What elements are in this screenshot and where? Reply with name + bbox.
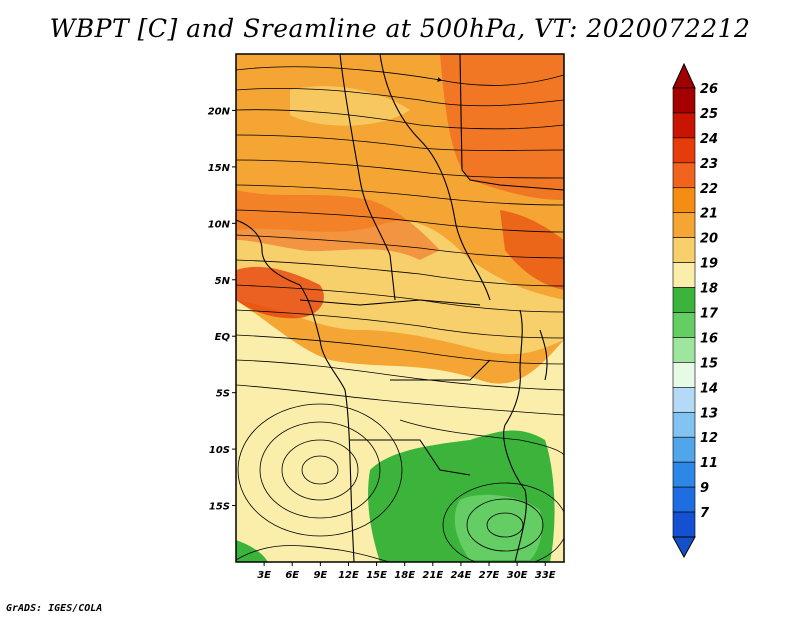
lat-tick-label: 10S: [209, 445, 230, 456]
lat-tick-label: EQ: [215, 332, 231, 343]
colorbar: 26 25 24 23 22 21 20 19 18 17 16 15 14 13 12 11 9 7: [672, 62, 719, 559]
colorbar-label: 20: [700, 232, 718, 247]
lat-tick-label: 15N: [208, 163, 231, 174]
lon-tick-label: 30E: [507, 570, 528, 581]
lat-tick-label: 15S: [209, 502, 230, 513]
colorbar-label: 9: [700, 481, 709, 496]
colorbar-swatch: [672, 511, 696, 538]
colorbar-label: 7: [700, 506, 710, 521]
map-area: [236, 54, 564, 562]
shade-20: [236, 220, 564, 355]
colorbar-swatch: [672, 212, 696, 238]
colorbar-label: 15: [700, 356, 718, 371]
colorbar-swatch: [672, 387, 696, 413]
shade-23-northeast: [440, 54, 564, 200]
colorbar-swatch: [672, 362, 696, 388]
colorbar-swatch: [672, 312, 696, 338]
colorbar-label: 25: [700, 107, 718, 122]
lat-tick-label: 5N: [215, 276, 231, 287]
lon-tick-label: 6E: [285, 570, 299, 581]
colorbar-label: 11: [700, 456, 718, 471]
colorbar-label: 22: [700, 182, 718, 197]
colorbar-label: 24: [700, 132, 718, 147]
colorbar-bottom-arrow: [672, 536, 696, 559]
colorbar-label: 18: [700, 282, 718, 297]
lon-tick-label: 3E: [257, 570, 271, 581]
lat-tick-label: 5S: [216, 389, 230, 400]
shade-23-band: [236, 190, 440, 260]
colorbar-swatch: [672, 87, 696, 114]
chart-title: WBPT [C] and Sreamline at 500hPa, VT: 20…: [49, 14, 751, 43]
shade-24-east: [500, 210, 564, 290]
latitude-axis: 20N 15N 10N 5N EQ 5S 10S 15S: [208, 106, 236, 513]
colorbar-swatch: [672, 287, 696, 313]
colorbar-swatch: [672, 461, 696, 488]
lon-tick-label: 33E: [535, 570, 556, 581]
colorbar-label: 23: [700, 157, 718, 172]
colorbar-label: 21: [700, 207, 718, 222]
colorbar-swatch: [672, 137, 696, 164]
colorbar-swatch: [672, 112, 696, 139]
colorbar-label: 17: [700, 307, 719, 322]
colorbar-label: 12: [700, 431, 718, 446]
shade-20-north: [290, 86, 410, 126]
colorbar-label: 26: [700, 82, 718, 97]
lat-tick-label: 10N: [208, 219, 231, 230]
colorbar-label: 19: [700, 257, 718, 272]
borders: [236, 54, 564, 562]
longitude-axis: 3E 6E 9E 12E 15E 18E 21E 24E 27E 30E 33E: [257, 562, 556, 581]
colorbar-swatch: [672, 237, 696, 263]
lon-tick-label: 12E: [338, 570, 359, 581]
lon-tick-label: 15E: [366, 570, 387, 581]
colorbar-top-arrow: [672, 62, 696, 89]
colorbar-swatch: [672, 262, 696, 288]
colorbar-swatch: [672, 337, 696, 363]
colorbar-swatch: [672, 162, 696, 189]
shade-24-west: [236, 266, 324, 319]
shade-17: [454, 494, 542, 560]
colorbar-label: 14: [700, 381, 718, 396]
colorbar-label: 16: [700, 331, 718, 346]
colorbar-swatch: [672, 486, 696, 513]
colorbar-label: 13: [700, 406, 718, 421]
lon-tick-label: 9E: [313, 570, 327, 581]
map-frame: [235, 53, 565, 563]
lat-tick-label: 20N: [208, 106, 231, 117]
colorbar-swatch: [672, 411, 696, 438]
colorbar-swatch: [672, 187, 696, 214]
lon-tick-label: 21E: [422, 570, 443, 581]
lon-tick-label: 18E: [394, 570, 415, 581]
shade-18-sw: [236, 540, 268, 562]
lon-tick-label: 27E: [479, 570, 500, 581]
streamlines: [236, 66, 564, 562]
colorbar-swatch: [672, 436, 696, 463]
footer-credit: GrADS: IGES/COLA: [6, 603, 103, 614]
lon-tick-label: 24E: [451, 570, 472, 581]
